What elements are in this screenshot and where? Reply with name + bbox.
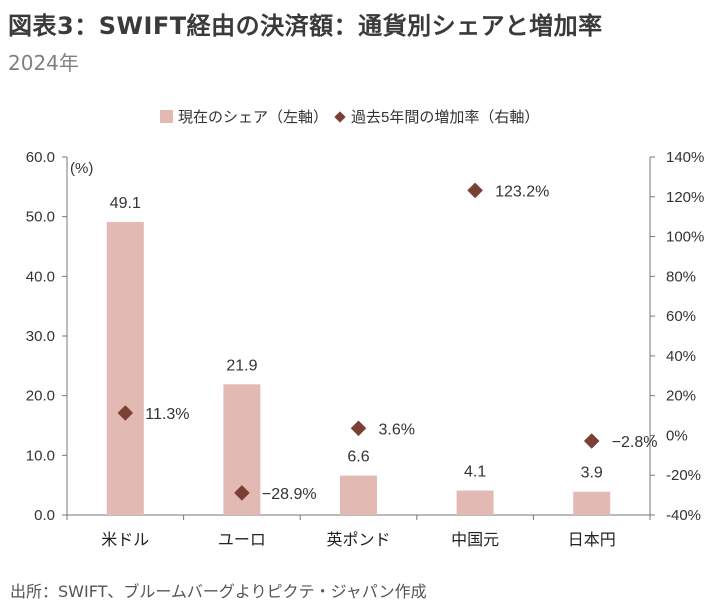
bar-0 — [106, 222, 144, 515]
left-tick-label: 30.0 — [26, 328, 55, 345]
right-tick-label: 60% — [666, 308, 696, 325]
left-tick-label: 60.0 — [26, 149, 55, 166]
point-value-label: 11.3% — [145, 406, 189, 423]
bar-value-label: 6.6 — [347, 449, 369, 466]
bar-3 — [456, 490, 494, 515]
right-tick-label: 40% — [666, 348, 696, 365]
left-tick-label: 10.0 — [26, 447, 55, 464]
diamond-point-3 — [467, 182, 483, 199]
point-value-label: −2.8% — [612, 434, 658, 451]
point-value-label: 123.2% — [495, 183, 549, 200]
chart-title: 図表3：SWIFT経由の決済額：通貨別シェアと増加率 — [8, 12, 603, 40]
left-axis-unit: (%) — [70, 160, 93, 177]
legend-diamond-swatch — [334, 111, 346, 123]
right-tick-label: 120% — [666, 189, 704, 206]
left-tick-label: 0.0 — [34, 507, 55, 524]
point-value-label: −28.9% — [262, 486, 317, 503]
right-tick-label: -40% — [666, 507, 701, 524]
point-value-label: 3.6% — [379, 421, 415, 438]
x-category-label: 日本円 — [568, 531, 616, 549]
diamond-point-4 — [583, 433, 600, 449]
right-tick-label: 0% — [666, 427, 688, 444]
bar-value-label: 3.9 — [581, 465, 603, 482]
left-tick-label: 40.0 — [26, 268, 55, 285]
diamond-point-2 — [350, 420, 367, 437]
right-tick-label: 80% — [666, 268, 696, 285]
bar-2 — [340, 475, 377, 515]
right-tick-label: 140% — [666, 149, 704, 166]
bar-value-label: 21.9 — [226, 357, 257, 374]
right-tick-label: 100% — [666, 229, 704, 246]
legend-bar-swatch — [160, 110, 173, 123]
right-tick-label: -20% — [666, 467, 701, 484]
diamond-point-1 — [234, 485, 250, 501]
bar-value-label: 4.1 — [464, 464, 486, 481]
chart-subtitle: 2024年 — [8, 51, 79, 75]
right-tick-label: 20% — [666, 388, 696, 405]
legend-bar-label: 現在のシェア（左軸） — [178, 109, 328, 126]
x-category-label: ユーロ — [218, 532, 266, 549]
legend-diamond-label: 過去5年間の増加率（右軸） — [351, 109, 539, 126]
left-tick-label: 50.0 — [26, 209, 55, 226]
x-category-label: 米ドル — [101, 531, 149, 549]
left-tick-label: 20.0 — [26, 388, 55, 405]
x-category-label: 中国元 — [451, 531, 499, 549]
bar-value-label: 49.1 — [110, 195, 141, 212]
x-category-label: 英ポンド — [326, 531, 390, 549]
source-note: 出所：SWIFT、ブルームバーグよりピクテ・ジャパン作成 — [10, 582, 427, 601]
bar-4 — [573, 491, 611, 515]
